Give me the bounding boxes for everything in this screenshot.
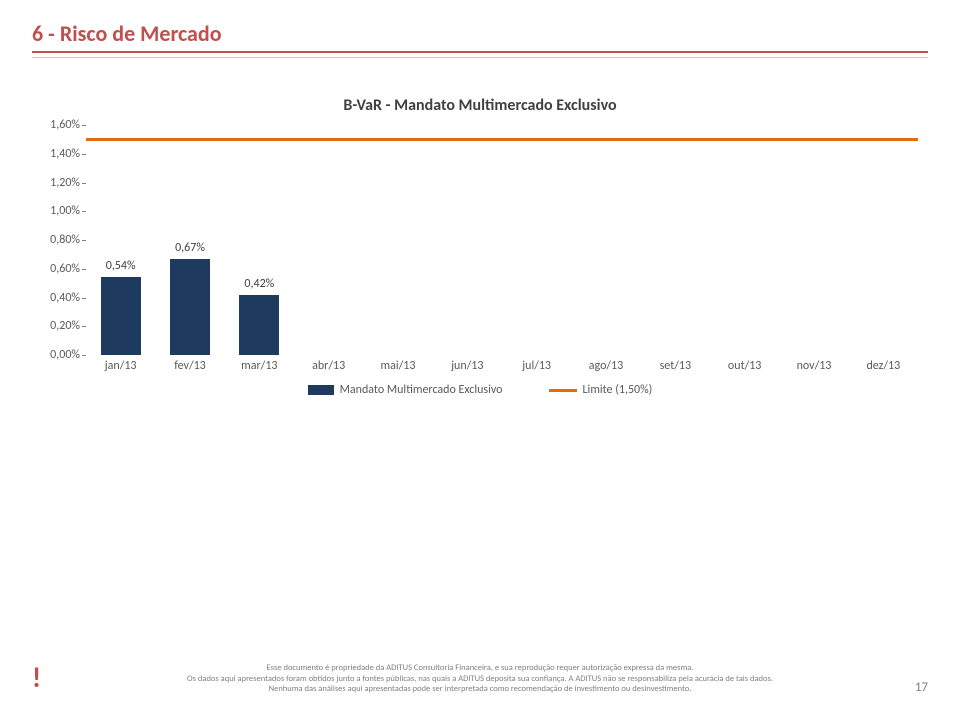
bar-value-label: 0,67% — [150, 241, 230, 255]
x-tick-label: mar/13 — [241, 359, 277, 373]
y-tick-mark — [82, 211, 86, 212]
legend-label-limit: Limite (1,50%) — [583, 383, 653, 397]
y-tick-label: 1,40% — [32, 147, 80, 161]
x-tick-label: nov/13 — [797, 359, 832, 373]
x-tick-label: jun/13 — [451, 359, 483, 373]
footer-line1: Esse documento é propriedade da ADITUS C… — [66, 663, 894, 674]
footer-line3: Nenhuma das análises aqui apresentadas p… — [66, 684, 894, 695]
y-tick-mark — [82, 125, 86, 126]
section-rule-thin — [32, 57, 928, 58]
legend-item-limit: Limite (1,50%) — [549, 383, 653, 397]
bar — [170, 259, 210, 355]
y-tick-mark — [82, 183, 86, 184]
x-tick-label: abr/13 — [312, 359, 345, 373]
bar — [101, 277, 141, 355]
chart: B-VaR - Mandato Multimercado Exclusivo 0… — [32, 96, 928, 406]
legend-label-bars: Mandato Multimercado Exclusivo — [340, 383, 503, 397]
legend-swatch-bar — [308, 385, 334, 395]
page-number: 17 — [894, 680, 928, 695]
page: 6 - Risco de Mercado B-VaR - Mandato Mul… — [0, 0, 960, 707]
x-axis: jan/13 fev/13 mar/13 abr/13 mai/13 jun/13 jul/… — [86, 355, 918, 377]
y-tick-mark — [82, 240, 86, 241]
x-tick-label: jan/13 — [105, 359, 137, 373]
legend-swatch-line — [549, 389, 577, 392]
y-tick-mark — [82, 154, 86, 155]
y-tick-mark — [82, 298, 86, 299]
bar — [239, 295, 279, 355]
footer-bang: ! — [32, 660, 66, 695]
y-tick-label: 0,20% — [32, 319, 80, 333]
section-title: 6 - Risco de Mercado — [32, 20, 928, 47]
y-tick-mark — [82, 326, 86, 327]
y-tick-label: 0,00% — [32, 348, 80, 362]
bar-value-label: 0,42% — [219, 277, 299, 291]
x-tick-label: jul/13 — [522, 359, 551, 373]
x-tick-label: dez/13 — [866, 359, 900, 373]
x-tick-label: ago/13 — [589, 359, 623, 373]
limit-line — [86, 138, 918, 141]
y-tick-label: 1,00% — [32, 204, 80, 218]
x-tick-label: fev/13 — [174, 359, 206, 373]
chart-title: B-VaR - Mandato Multimercado Exclusivo — [32, 96, 928, 115]
x-tick-label: out/13 — [728, 359, 761, 373]
x-tick-label: set/13 — [660, 359, 691, 373]
y-tick-label: 0,80% — [32, 233, 80, 247]
footer-text: Esse documento é propriedade da ADITUS C… — [66, 663, 894, 695]
plot-area: 0,00%0,20%0,40%0,60%0,80%1,00%1,20%1,40%… — [86, 125, 918, 355]
y-tick-label: 1,20% — [32, 176, 80, 190]
footer-line2: Os dados aqui apresentados foram obtidos… — [66, 674, 894, 685]
x-tick-label: mai/13 — [381, 359, 416, 373]
legend: Mandato Multimercado Exclusivo Limite (1… — [32, 383, 928, 397]
section-rule — [32, 51, 928, 53]
y-tick-label: 0,40% — [32, 291, 80, 305]
legend-item-bars: Mandato Multimercado Exclusivo — [308, 383, 503, 397]
y-tick-label: 0,60% — [32, 262, 80, 276]
footer: ! Esse documento é propriedade da ADITUS… — [32, 660, 928, 695]
y-tick-label: 1,60% — [32, 118, 80, 132]
bar-value-label: 0,54% — [81, 259, 161, 273]
